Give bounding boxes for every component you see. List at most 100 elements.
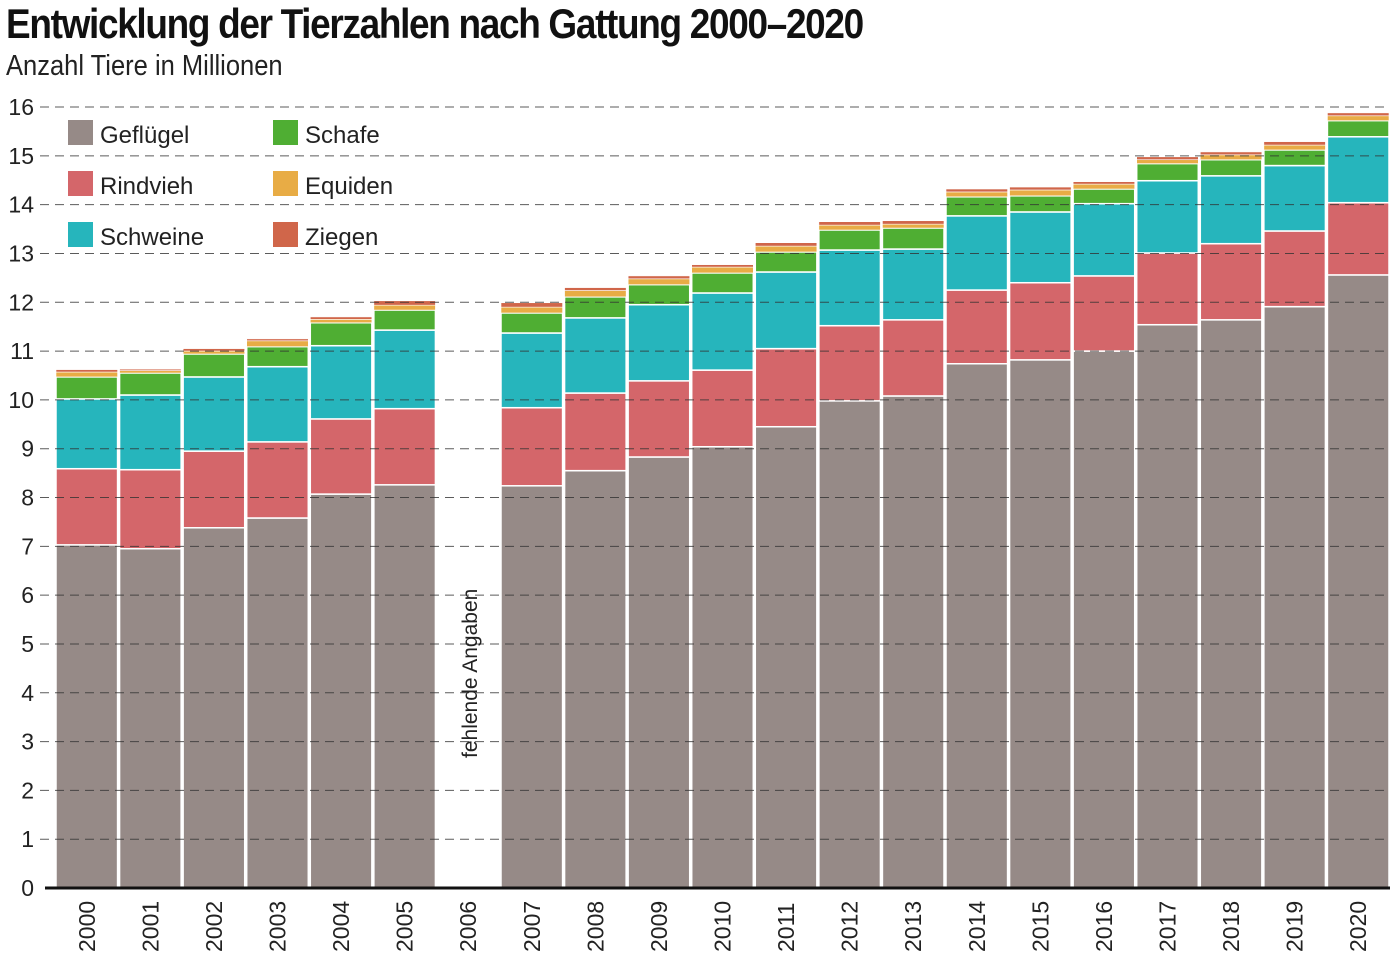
bar-rindvieh-2018 xyxy=(1199,242,1263,321)
bar-schafe-2017 xyxy=(1135,162,1200,182)
y-tick-label: 1 xyxy=(21,826,34,852)
x-tick-label: 2010 xyxy=(710,901,736,952)
bar-schweine-2011 xyxy=(754,271,818,350)
bar-equiden-2019 xyxy=(1263,144,1326,151)
bar-ziegen-2013 xyxy=(882,220,945,225)
bar-geflügel-2009 xyxy=(627,456,691,889)
bar-geflügel-2015 xyxy=(1008,359,1072,889)
bar-schafe-2008 xyxy=(563,296,627,319)
bar-rindvieh-2017 xyxy=(1135,252,1200,326)
bar-equiden-2000 xyxy=(55,371,118,378)
x-tick-label: 2001 xyxy=(137,901,163,952)
x-tick-label: 2003 xyxy=(265,901,291,952)
bar-schafe-2013 xyxy=(881,227,945,250)
legend-swatch-equiden xyxy=(273,171,298,196)
bar-equiden-2001 xyxy=(119,370,182,374)
bar-rindvieh-2004 xyxy=(309,418,373,495)
bar-schafe-2001 xyxy=(118,372,182,396)
x-tick-label: 2012 xyxy=(837,901,863,952)
bar-ziegen-2016 xyxy=(1072,181,1136,185)
bar-geflügel-2018 xyxy=(1199,319,1263,889)
bar-schafe-2009 xyxy=(627,283,691,306)
bar-ziegen-2014 xyxy=(945,188,1008,193)
bar-rindvieh-2020 xyxy=(1326,201,1390,276)
y-tick-label: 15 xyxy=(8,143,34,169)
bar-rindvieh-2015 xyxy=(1008,281,1072,361)
bar-ziegen-2003 xyxy=(246,338,309,342)
y-tick-label: 10 xyxy=(8,387,34,413)
bar-geflügel-2003 xyxy=(245,517,310,889)
bar-schafe-2007 xyxy=(500,312,564,334)
bar-schweine-2009 xyxy=(627,303,691,382)
x-tick-label: 2015 xyxy=(1027,901,1053,952)
bar-ziegen-2010 xyxy=(691,264,754,268)
bar-ziegen-2004 xyxy=(309,316,373,320)
legend-swatch-schafe xyxy=(273,120,298,145)
bar-ziegen-2007 xyxy=(500,302,563,308)
bar-geflügel-2016 xyxy=(1072,350,1136,889)
bar-schafe-2020 xyxy=(1326,119,1390,138)
bar-ziegen-2011 xyxy=(754,242,818,247)
x-tick-label: 2019 xyxy=(1282,901,1308,952)
x-tick-label: 2005 xyxy=(392,901,418,952)
bar-schweine-2005 xyxy=(373,329,437,410)
chart-subtitle: Anzahl Tiere in Millionen xyxy=(6,50,283,82)
x-tick-label: 2016 xyxy=(1091,901,1117,952)
y-tick-label: 14 xyxy=(8,192,34,218)
y-tick-label: 6 xyxy=(21,582,34,608)
bar-equiden-2014 xyxy=(945,191,1008,198)
bar-geflügel-2002 xyxy=(182,527,246,889)
legend-label-schweine: Schweine xyxy=(100,224,204,251)
bar-geflügel-2014 xyxy=(945,363,1009,889)
bar-geflügel-2004 xyxy=(309,493,373,889)
missing-data-annotation: fehlende Angaben xyxy=(459,589,482,758)
legend-swatch-rindvieh xyxy=(68,171,93,196)
bar-rindvieh-2016 xyxy=(1072,275,1136,352)
bar-equiden-2005 xyxy=(373,304,436,311)
bar-schweine-2017 xyxy=(1135,179,1200,254)
legend-label-ziegen: Ziegen xyxy=(305,224,378,251)
bar-schafe-2005 xyxy=(373,309,437,331)
bar-schweine-2003 xyxy=(245,365,310,443)
bar-ziegen-2001 xyxy=(119,368,182,371)
bar-equiden-2008 xyxy=(564,290,627,298)
bar-rindvieh-2003 xyxy=(245,441,310,519)
bar-geflügel-2008 xyxy=(563,469,627,889)
bar-equiden-2016 xyxy=(1072,183,1136,190)
bar-schafe-2000 xyxy=(55,376,119,400)
bar-geflügel-2019 xyxy=(1263,305,1327,889)
bar-schafe-2004 xyxy=(309,322,373,347)
bar-equiden-2009 xyxy=(627,278,691,285)
bar-geflügel-2005 xyxy=(373,484,437,889)
y-tick-label: 12 xyxy=(8,289,34,315)
bar-schweine-2008 xyxy=(563,317,627,394)
bar-schafe-2003 xyxy=(245,345,310,368)
bar-equiden-2012 xyxy=(818,224,881,231)
bar-schweine-2020 xyxy=(1326,136,1390,204)
bar-ziegen-2020 xyxy=(1327,112,1390,117)
x-tick-label: 2007 xyxy=(519,901,545,952)
bar-ziegen-2000 xyxy=(55,369,118,373)
bar-schafe-2010 xyxy=(690,272,755,294)
bar-schweine-2013 xyxy=(881,248,945,321)
y-tick-label: 7 xyxy=(21,533,34,559)
legend-label-equiden: Equiden xyxy=(305,173,393,200)
bar-equiden-2010 xyxy=(691,266,754,274)
bar-geflügel-2011 xyxy=(754,425,818,889)
bar-rindvieh-2019 xyxy=(1263,230,1327,308)
bar-schafe-2018 xyxy=(1199,158,1263,177)
bar-schweine-2002 xyxy=(182,376,246,452)
bar-equiden-2013 xyxy=(882,223,945,229)
bar-equiden-2017 xyxy=(1136,159,1199,164)
bar-schweine-2012 xyxy=(818,249,882,327)
x-tick-label: 2000 xyxy=(74,901,100,952)
bar-rindvieh-2005 xyxy=(373,407,437,486)
x-tick-label: 2018 xyxy=(1218,901,1244,952)
legend-label-rindvieh: Rindvieh xyxy=(100,173,193,200)
y-tick-label: 8 xyxy=(21,485,34,511)
bar-equiden-2011 xyxy=(754,245,818,253)
bar-ziegen-2015 xyxy=(1009,186,1072,191)
bar-schweine-2010 xyxy=(690,292,755,371)
bar-schweine-2007 xyxy=(500,332,564,409)
